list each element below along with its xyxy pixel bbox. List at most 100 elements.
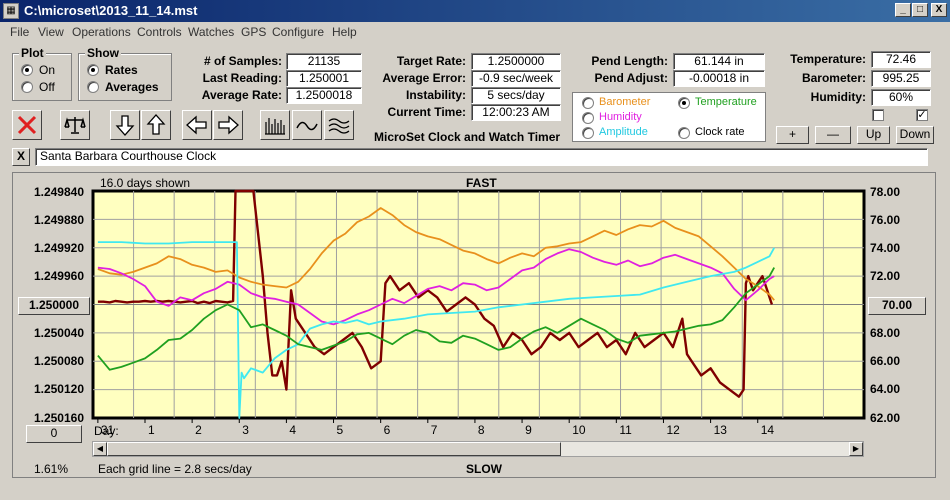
show-averages-label: Averages xyxy=(105,80,159,94)
humidity-label: Humidity: xyxy=(810,90,866,104)
menu-bar: File View Operations Controls Watches GP… xyxy=(0,22,950,42)
clock-rate-radio[interactable] xyxy=(678,127,690,139)
menu-view[interactable]: View xyxy=(38,25,64,39)
grid-note: Each grid line = 2.8 secs/day xyxy=(98,462,252,476)
x-tick-label: 2 xyxy=(195,423,202,437)
arrow-right-button[interactable] xyxy=(213,110,243,140)
y-tick-label: 1.250040 xyxy=(33,326,84,340)
show-group: Show Rates Averages xyxy=(78,46,172,101)
clock-rate-option: Clock rate xyxy=(695,126,745,138)
fast-label: FAST xyxy=(466,176,497,190)
temperature-radio[interactable] xyxy=(678,97,690,109)
clear-button[interactable] xyxy=(12,110,42,140)
pend-adjust-field[interactable]: -0.00018 in xyxy=(673,70,765,87)
arrow-left-icon xyxy=(186,115,207,135)
env-checkbox-1[interactable] xyxy=(872,109,884,121)
x-tick-label: 31 xyxy=(101,423,115,437)
maximize-button[interactable]: □ xyxy=(912,3,928,17)
multiwave-view-button[interactable] xyxy=(324,110,354,140)
last-reading-label: Last Reading: xyxy=(202,71,282,85)
y-tick-label: 1.249840 xyxy=(33,185,84,199)
scale-up-button[interactable]: Up xyxy=(857,126,890,144)
y2-tick-label: 76.00 xyxy=(870,213,901,227)
y2-tick-label: 78.00 xyxy=(870,185,901,199)
series-line-2 xyxy=(97,248,775,326)
days-shown-label: 16.0 days shown xyxy=(100,176,191,190)
scale-down-button[interactable]: Down xyxy=(896,126,934,144)
barometer-label: Barometer: xyxy=(801,71,866,85)
menu-help[interactable]: Help xyxy=(332,25,357,39)
app-caption: MicroSet Clock and Watch Timer xyxy=(374,130,561,144)
center-rate-button[interactable]: 1.250000 xyxy=(18,297,90,315)
x-tick-label: 1 xyxy=(148,423,155,437)
pend-length-field[interactable]: 61.144 in xyxy=(673,53,765,70)
menu-controls[interactable]: Controls xyxy=(137,25,182,39)
plot-on-radio[interactable] xyxy=(21,64,33,76)
samples-field: 21135 xyxy=(286,53,362,70)
scroll-thumb[interactable] xyxy=(107,442,561,456)
average-error-field: -0.9 sec/week xyxy=(471,70,561,87)
env-checkbox-2[interactable]: ✓ xyxy=(916,109,928,121)
instability-label: Instability: xyxy=(405,88,466,102)
arrow-up-icon xyxy=(146,114,166,135)
microset-app-icon[interactable]: ▦ xyxy=(3,3,19,19)
title-bar: ▦ C:\microset\2013_11_14.mst _ □ X xyxy=(0,0,950,22)
scale-plus-button[interactable]: + xyxy=(776,126,809,144)
plot-on-label: On xyxy=(39,63,56,77)
x-tick-label: 8 xyxy=(478,423,485,437)
scroll-right-button[interactable]: ▶ xyxy=(849,442,863,456)
y-tick-label: 1.249960 xyxy=(33,269,84,283)
x-tick-label: 14 xyxy=(761,423,775,437)
y2-tick-label: 62.00 xyxy=(870,411,901,425)
minimize-button[interactable]: _ xyxy=(895,3,911,17)
clock-name-close-button[interactable]: X xyxy=(12,148,30,166)
show-averages-radio[interactable] xyxy=(87,81,99,93)
scroll-left-button[interactable]: ◀ xyxy=(93,442,107,456)
balance-icon xyxy=(64,117,86,134)
offset-button[interactable]: 0 xyxy=(26,425,82,443)
target-rate-label: Target Rate: xyxy=(396,54,466,68)
y2-tick-label: 66.00 xyxy=(870,354,901,368)
plot-off-label: Off xyxy=(39,80,55,94)
show-rates-radio[interactable] xyxy=(87,64,99,76)
target-rate-field[interactable]: 1.2500000 xyxy=(471,53,561,70)
scale-minus-button[interactable]: — xyxy=(815,126,851,144)
amplitude-radio[interactable] xyxy=(582,127,594,139)
wave-icon xyxy=(296,121,318,131)
balance-button[interactable] xyxy=(60,110,90,140)
slow-label: SLOW xyxy=(466,462,502,476)
average-rate-label: Average Rate: xyxy=(201,88,282,102)
clock-name-field[interactable]: Santa Barbara Courthouse Clock xyxy=(35,148,928,166)
series-line-1 xyxy=(97,207,775,301)
y2-tick-label: 64.00 xyxy=(870,382,901,396)
close-button[interactable]: X xyxy=(931,3,947,17)
arrow-down-button[interactable] xyxy=(110,110,140,140)
bars-view-button[interactable] xyxy=(260,110,290,140)
clear-icon xyxy=(17,115,37,135)
humidity-radio[interactable] xyxy=(582,112,594,124)
menu-configure[interactable]: Configure xyxy=(272,25,325,39)
x-tick-label: 13 xyxy=(714,423,728,437)
average-error-label: Average Error: xyxy=(382,71,466,85)
time-scrollbar[interactable]: ◀ ▶ xyxy=(92,441,864,457)
y-tick-label: 1.249920 xyxy=(33,241,84,255)
arrow-up-button[interactable] xyxy=(141,110,171,140)
humidity-option: Humidity xyxy=(599,111,642,123)
x-tick-label: 7 xyxy=(431,423,438,437)
menu-operations[interactable]: Operations xyxy=(72,25,131,39)
series-line-4 xyxy=(97,267,775,371)
center-temp-button[interactable]: 70.00 xyxy=(868,297,926,315)
menu-gps[interactable]: GPS xyxy=(241,25,267,39)
barometer-radio[interactable] xyxy=(582,97,594,109)
barometer-option: Barometer xyxy=(599,96,651,108)
y2-tick-label: 68.00 xyxy=(870,326,901,340)
plot-off-radio[interactable] xyxy=(21,81,33,93)
menu-watches[interactable]: Watches xyxy=(188,25,235,39)
menu-file[interactable]: File xyxy=(10,25,30,39)
y-tick-label: 1.250120 xyxy=(33,382,84,396)
wave-view-button[interactable] xyxy=(292,110,322,140)
arrow-left-button[interactable] xyxy=(182,110,212,140)
samples-label: # of Samples: xyxy=(203,54,282,68)
x-tick-label: 9 xyxy=(525,423,532,437)
